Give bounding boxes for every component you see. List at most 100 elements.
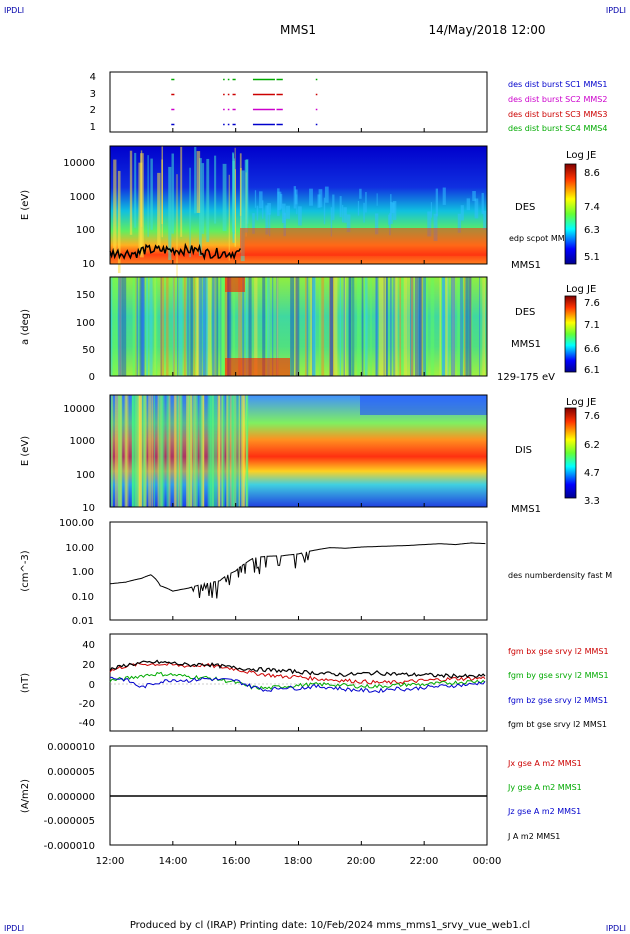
des-pitch-ytick: 100 <box>76 318 95 329</box>
des-pitch-streak <box>310 277 313 376</box>
dis-energy-streak <box>138 395 140 507</box>
des-energy-streak <box>265 205 269 235</box>
des-pitch-cbar-tick: 6.6 <box>584 344 600 355</box>
des-pitch-streak <box>349 277 352 376</box>
des-pitch-streak <box>411 277 414 376</box>
des-pitch-streak <box>160 277 162 376</box>
des-pitch-sat-label: MMS1 <box>511 339 541 350</box>
des-pitch-streak <box>110 277 113 376</box>
des-pitch-streak <box>305 277 307 376</box>
panel-density: 100.00 10.00 1.00 0.10 0.01 (cm^-3) des … <box>20 518 612 627</box>
des-energy-streak <box>228 174 230 261</box>
dis-energy-streaks <box>110 395 487 507</box>
des-energy-streak <box>363 202 365 223</box>
des-energy-streak <box>254 190 257 208</box>
des-pitch-streak <box>332 277 335 376</box>
dis-energy-streak <box>138 395 143 507</box>
dis-energy-streak <box>226 395 229 507</box>
des-pitch-streak <box>417 277 421 376</box>
dis-energy-streak <box>159 395 163 507</box>
des-energy-streak <box>286 205 290 219</box>
fgm-ytick: 40 <box>82 640 95 651</box>
dis-energy-streak <box>190 395 193 507</box>
des-pitch-streak <box>343 277 347 376</box>
current-ytick: 0.000000 <box>47 792 95 803</box>
des-pitch-streak <box>207 277 212 376</box>
des-energy-streak <box>256 205 259 221</box>
dis-energy-streak <box>188 395 193 507</box>
des-energy-streak <box>171 153 174 234</box>
des-energy-streak <box>180 146 183 237</box>
dis-energy-streak <box>134 395 137 507</box>
des-pitch-streak <box>420 277 423 376</box>
des-pitch-streak <box>221 277 225 376</box>
des-pitch-streak <box>482 277 484 376</box>
des-pitch-streak <box>403 277 408 376</box>
dis-energy-colorbar-title: Log JE <box>566 397 596 408</box>
dis-energy-streak <box>221 395 225 507</box>
dis-energy-streak <box>232 395 235 507</box>
dis-energy-streak <box>218 395 221 507</box>
des-energy-streak <box>343 207 347 223</box>
des-energy-streak <box>388 213 391 236</box>
des-pitch-right-label: DES <box>515 307 535 318</box>
des-pitch-streak <box>183 277 186 376</box>
dis-energy-streak <box>212 395 214 507</box>
dis-energy-streak <box>118 395 120 507</box>
des-energy-streak <box>268 212 271 237</box>
des-pitch-streak <box>191 277 194 376</box>
dis-energy-streak <box>235 395 237 507</box>
des-energy-streak <box>277 191 282 211</box>
burst-legend-sc2: des dist burst SC2 MMS2 <box>508 95 607 104</box>
fgm-series-line <box>109 671 486 691</box>
fgm-legend-bz: fgm bz gse srvy l2 MMS1 <box>508 696 608 705</box>
des-energy-streak <box>390 201 393 225</box>
des-energy-streak <box>298 206 302 226</box>
des-energy-streak <box>466 198 471 211</box>
des-energy-cbar-tick: 7.4 <box>584 202 600 213</box>
panel-burst-frame <box>109 71 488 133</box>
des-pitch-streak <box>195 277 200 376</box>
current-legend-jz: Jz gse A m2 MMS1 <box>507 807 581 816</box>
x-tick: 12:00 <box>96 856 125 867</box>
des-pitch-streak <box>141 277 145 376</box>
dis-energy-streak <box>246 395 248 507</box>
des-pitch-streak <box>190 277 192 376</box>
des-energy-streak <box>296 194 298 215</box>
des-pitch-streak <box>414 277 419 376</box>
des-energy-streak <box>283 212 287 237</box>
burst-ytick: 2 <box>90 105 96 116</box>
des-energy-hot-band <box>240 228 487 256</box>
des-energy-streak <box>474 198 479 219</box>
des-pitch-streak <box>238 277 242 376</box>
des-pitch-streak <box>419 277 422 376</box>
des-pitch-streak <box>254 277 258 376</box>
corner-label-bottom-right: IPDLI <box>606 924 626 933</box>
dis-energy-streak <box>141 395 146 507</box>
des-pitch-cbar-tick: 7.1 <box>584 320 600 331</box>
density-legend: des numberdensity fast M <box>508 571 612 580</box>
des-pitch-streak <box>334 277 336 376</box>
des-pitch-colorbar <box>564 295 577 373</box>
des-pitch-streak <box>262 277 266 376</box>
des-energy-cbar-tick: 6.3 <box>584 225 600 236</box>
des-pitch-streak <box>196 277 199 376</box>
density-ylabel: (cm^-3) <box>20 550 31 591</box>
des-energy-streak <box>147 155 149 237</box>
des-pitch-streak <box>339 277 342 376</box>
des-pitch-streak <box>375 277 377 376</box>
des-pitch-streak <box>385 277 388 376</box>
des-pitch-streak <box>295 277 298 376</box>
density-ytick: 0.10 <box>72 592 94 603</box>
dis-energy-streak <box>125 395 127 507</box>
des-pitch-streak <box>401 277 405 376</box>
des-pitch-streak <box>215 277 219 376</box>
des-pitch-streak <box>179 277 183 376</box>
des-pitch-streak <box>364 277 366 376</box>
dis-energy-streak <box>213 395 218 507</box>
fgm-ytick: -20 <box>79 699 95 710</box>
dis-energy-streak <box>111 395 113 507</box>
des-pitch-streak <box>468 277 472 376</box>
des-energy-streak <box>150 158 153 230</box>
des-energy-streak <box>198 158 202 256</box>
